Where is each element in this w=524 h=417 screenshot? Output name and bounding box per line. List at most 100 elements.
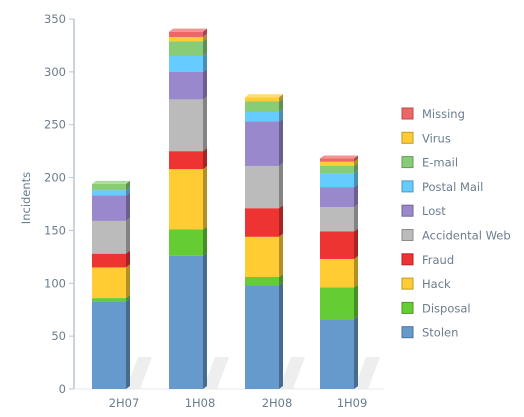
legend-label: Virus [422,131,451,145]
bar-side [203,28,207,37]
bar-front [92,183,126,191]
bar-segment-virus-2h08 [245,94,283,102]
y-axis-ticks: 0 50 100 150 200 250 300 350 [44,12,74,396]
bar-segment-hack-2h07 [92,264,130,299]
bar-side [126,192,130,221]
legend-swatch [401,107,414,120]
floor-shadow-1h08 [203,357,229,389]
bar-front [169,229,203,256]
floor-shadow-2h07 [126,357,152,389]
bar-segment-stolen-1h08 [169,252,207,389]
bar-side [354,155,358,162]
bar-front [320,258,354,288]
legend-item-missing: Missing [401,107,465,121]
legend-item-e-mail: E-mail [401,156,458,170]
bar-stack-2h07 [92,180,130,389]
y-tick-label: 100 [44,276,66,290]
legend-swatch [401,277,414,290]
bar-front [320,161,354,166]
y-tick-label: 200 [44,171,66,185]
bar-front [169,151,203,170]
bar-segment-stolen-2h07 [92,298,130,389]
legend-swatch [401,180,414,193]
bar-side [354,162,358,174]
bar-front [320,165,354,174]
x-tick-label-1h08: 1H08 [185,396,216,410]
legend-swatch [401,156,414,169]
bar-side [354,284,358,320]
bar-front [169,31,203,37]
bar-front [169,41,203,56]
bar-stack-2h08 [245,94,283,389]
bar-segment-accidental-web-1h09 [320,204,358,232]
bar-segment-missing-1h09 [320,155,358,162]
bar-side [126,180,130,191]
bar-front [245,101,279,113]
bar-front [320,158,354,162]
y-tick-label: 0 [59,382,66,396]
bar-front [320,207,354,232]
bar-segment-hack-1h09 [320,255,358,288]
bar-segment-stolen-1h09 [320,316,358,389]
bar-side [279,162,283,209]
bar-segment-accidental-web-2h07 [92,217,130,254]
chart-floor [126,357,380,389]
bar-side [203,252,207,389]
legend-label: Disposal [422,301,471,315]
bar-segment-fraud-2h08 [245,205,283,237]
bar-front [169,99,203,152]
bar-front [245,112,279,122]
legend-item-accidental-web: Accidental Web [401,229,511,243]
bar-side [354,228,358,259]
legend-item-disposal: Disposal [401,301,471,315]
legend: Missing Virus E-mail Postal Mail Lost Acciden… [401,107,511,340]
legend-label: Stolen [422,326,458,340]
bar-side [203,68,207,100]
bar-side [354,170,358,188]
bar-front [245,97,279,102]
bar-segment-hack-2h08 [245,233,283,277]
bar-side [203,166,207,230]
y-tick-label: 350 [44,12,66,26]
x-axis-labels: 2H07 1H08 2H08 1H09 [109,396,368,410]
bars [92,28,358,389]
bar-front [245,285,279,389]
bar-side [354,204,358,232]
bar-segment-disposal-1h09 [320,284,358,320]
legend-label: Accidental Web [422,229,511,243]
bar-side [354,316,358,389]
legend-label: Hack [422,277,451,291]
x-tick-label-1h09: 1H09 [337,396,368,410]
bar-side [354,158,358,166]
bar-side [126,250,130,268]
bar-side [279,118,283,166]
y-tick-label: 250 [44,118,66,132]
bar-side [279,109,283,122]
bar-front [245,208,279,237]
legend-item-postal-mail: Postal Mail [401,180,483,194]
bar-side [203,33,207,42]
y-tick-label: 300 [44,65,66,79]
legend-swatch [401,229,414,241]
bar-segment-lost-1h09 [320,184,358,208]
bar-segment-lost-1h08 [169,68,207,100]
bar-front [92,267,126,299]
bar-stack-1h08 [169,28,207,389]
legend-label: Postal Mail [422,180,483,194]
bar-side [126,264,130,299]
bar-top [92,180,130,184]
legend-swatch [401,326,414,339]
bar-front [245,236,279,277]
legend-swatch [401,253,414,266]
bar-side [126,295,130,302]
bar-side [203,226,207,256]
bar-front [92,298,126,302]
bar-front [92,301,126,389]
legend-label: Lost [422,204,446,218]
bar-front [169,255,203,389]
bar-side [354,184,358,208]
bar-side [126,298,130,389]
bar-segment-e-mail-2h07 [92,180,130,191]
legend-item-stolen: Stolen [401,326,458,340]
bar-front [320,319,354,389]
